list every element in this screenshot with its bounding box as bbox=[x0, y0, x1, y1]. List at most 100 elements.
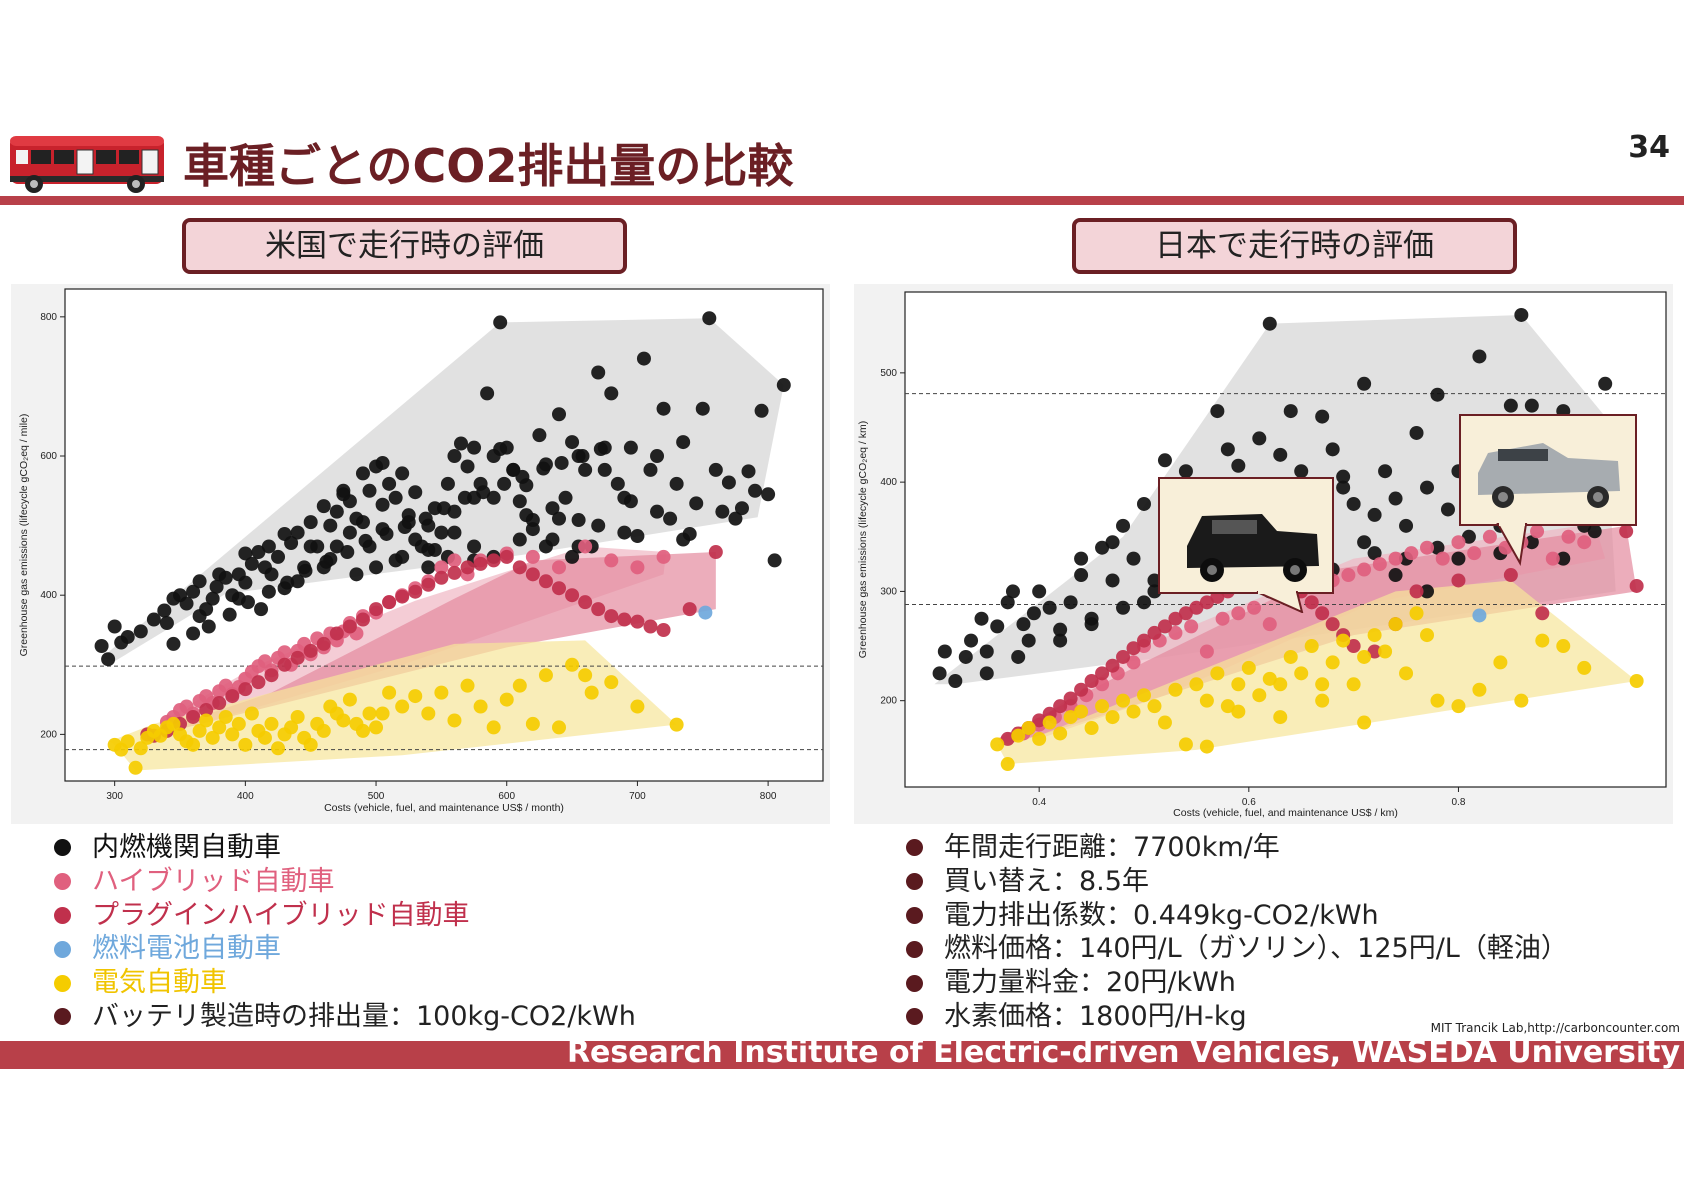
data-point bbox=[476, 485, 491, 500]
data-point bbox=[538, 668, 553, 683]
data-point bbox=[578, 539, 593, 554]
data-point bbox=[375, 497, 390, 512]
data-point bbox=[630, 614, 645, 629]
data-point bbox=[591, 602, 606, 617]
data-point bbox=[201, 619, 216, 634]
data-point bbox=[290, 574, 305, 589]
data-point bbox=[418, 511, 433, 526]
condition-item: 買い替え：8.5年 bbox=[906, 865, 1568, 899]
legend-item-battery: バッテリ製造時の排出量：100kg-CO2/kWh bbox=[54, 1000, 636, 1034]
data-point bbox=[1199, 595, 1214, 610]
data-point bbox=[669, 476, 684, 491]
data-point bbox=[499, 549, 514, 564]
data-point bbox=[643, 619, 658, 634]
data-point bbox=[340, 545, 355, 560]
data-point bbox=[401, 508, 416, 523]
legend-label: ハイブリッド自動車 bbox=[92, 865, 335, 897]
legend-item-hybrid: ハイブリッド自動車 bbox=[54, 865, 636, 899]
data-point bbox=[698, 605, 713, 620]
x-tick-label: 0.4 bbox=[1032, 797, 1046, 808]
data-point bbox=[1556, 551, 1571, 566]
data-point bbox=[1388, 568, 1403, 583]
data-point bbox=[1021, 720, 1036, 735]
legend-label: 内燃機関自動車 bbox=[92, 832, 281, 863]
legend-label: 電気自動車 bbox=[92, 967, 227, 999]
data-point bbox=[1199, 739, 1214, 754]
data-point bbox=[1136, 633, 1151, 648]
data-point bbox=[1304, 639, 1319, 654]
data-point bbox=[303, 515, 318, 530]
data-point bbox=[1000, 757, 1015, 772]
data-point bbox=[1053, 726, 1068, 741]
legend-dot bbox=[54, 906, 71, 924]
data-point bbox=[493, 442, 508, 457]
data-point bbox=[434, 685, 449, 700]
data-point bbox=[408, 532, 423, 547]
data-point bbox=[375, 455, 390, 470]
data-point bbox=[1372, 557, 1387, 572]
series-region-4 bbox=[997, 580, 1637, 765]
data-point bbox=[251, 675, 266, 690]
data-point bbox=[1074, 568, 1089, 583]
data-point bbox=[1336, 480, 1351, 495]
data-point bbox=[1283, 649, 1298, 664]
data-point bbox=[128, 760, 143, 775]
data-point bbox=[754, 403, 769, 418]
legend-dot bbox=[54, 940, 71, 958]
data-point bbox=[1116, 649, 1131, 664]
data-point bbox=[663, 511, 678, 526]
y-tick-label: 400 bbox=[880, 477, 897, 488]
data-point bbox=[1220, 699, 1235, 714]
data-point bbox=[303, 643, 318, 658]
data-point bbox=[734, 501, 749, 516]
data-point bbox=[1357, 535, 1372, 550]
data-point bbox=[486, 720, 501, 735]
data-point bbox=[1451, 535, 1466, 550]
data-point bbox=[1126, 551, 1141, 566]
data-point bbox=[355, 515, 370, 530]
data-point bbox=[1168, 611, 1183, 626]
data-point bbox=[238, 546, 253, 561]
data-point bbox=[1147, 573, 1162, 588]
data-point bbox=[630, 529, 645, 544]
x-tick-label: 0.8 bbox=[1452, 797, 1466, 808]
data-point bbox=[395, 699, 410, 714]
data-point bbox=[1514, 693, 1529, 708]
data-point bbox=[964, 633, 979, 648]
data-point bbox=[656, 401, 671, 416]
data-point bbox=[1231, 677, 1246, 692]
data-point bbox=[316, 636, 331, 651]
data-point bbox=[1598, 376, 1613, 391]
data-point bbox=[1074, 551, 1089, 566]
data-point bbox=[1341, 568, 1356, 583]
data-point bbox=[329, 504, 344, 519]
data-point bbox=[1514, 307, 1529, 322]
y-tick-label: 200 bbox=[880, 696, 897, 707]
data-point bbox=[1472, 608, 1487, 623]
bullet-dot bbox=[906, 1008, 923, 1026]
data-point bbox=[388, 553, 403, 568]
condition-text: 買い替え：8.5年 bbox=[944, 865, 1149, 897]
data-point bbox=[1252, 431, 1267, 446]
data-point bbox=[552, 720, 567, 735]
data-point bbox=[571, 513, 586, 528]
data-point bbox=[457, 490, 472, 505]
data-point bbox=[379, 526, 394, 541]
data-point bbox=[554, 455, 569, 470]
data-point bbox=[591, 518, 606, 533]
data-point bbox=[101, 652, 116, 667]
data-point bbox=[358, 533, 373, 548]
data-point bbox=[1367, 628, 1382, 643]
data-point bbox=[1105, 658, 1120, 673]
data-point bbox=[280, 575, 295, 590]
pickup-truck-callout-black bbox=[1157, 476, 1335, 614]
data-point bbox=[1168, 682, 1183, 697]
data-point bbox=[604, 386, 619, 401]
japan-conditions-list: 年間走行距離：7700km/年 買い替え：8.5年 電力排出係数：0.449kg… bbox=[906, 831, 1568, 1034]
data-point bbox=[676, 435, 691, 450]
data-point bbox=[434, 560, 449, 575]
data-point bbox=[375, 706, 390, 721]
data-point bbox=[1399, 518, 1414, 533]
data-point bbox=[1157, 619, 1172, 634]
data-point bbox=[1315, 409, 1330, 424]
